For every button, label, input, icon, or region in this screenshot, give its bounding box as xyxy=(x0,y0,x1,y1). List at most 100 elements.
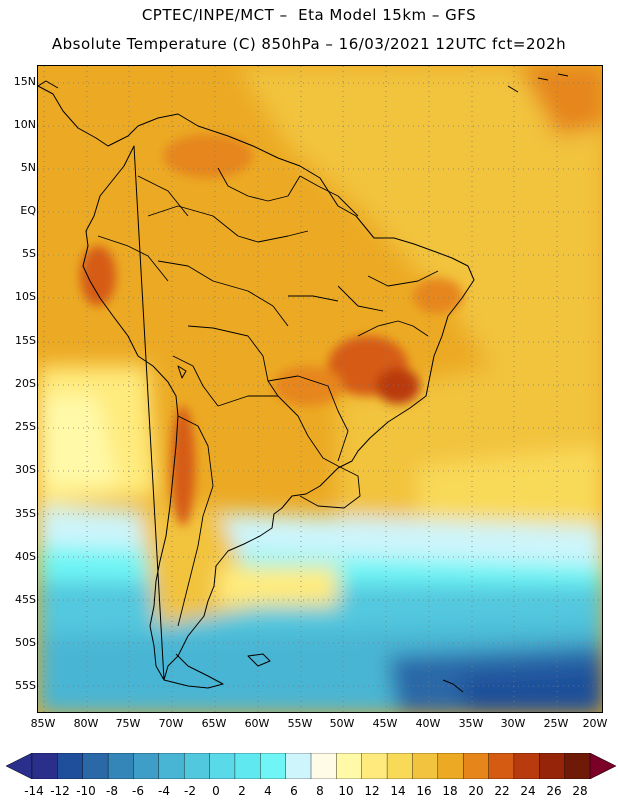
lon-label-20w: 20W xyxy=(582,717,608,730)
colorbar-label: -8 xyxy=(106,784,118,798)
colorbar-label: -2 xyxy=(184,784,196,798)
lon-label-85w: 85W xyxy=(30,717,56,730)
lat-label-20s: 20S xyxy=(15,377,36,390)
colorbar-cell xyxy=(361,753,388,779)
colorbar-cell xyxy=(462,753,490,779)
lat-label-50s: 50S xyxy=(15,636,36,649)
lat-label-45s: 45S xyxy=(15,593,36,606)
lon-label-35w: 35W xyxy=(458,717,484,730)
colorbar-cell xyxy=(107,753,135,779)
field-coldest xyxy=(458,666,602,712)
colorbar-label: 12 xyxy=(364,784,380,798)
colorbar-label: 4 xyxy=(264,784,272,798)
lat-label-25s: 25S xyxy=(15,420,36,433)
lat-label-55s: 55S xyxy=(15,679,36,692)
lon-label-65w: 65W xyxy=(201,717,227,730)
lat-label-10s: 10S xyxy=(15,290,36,303)
coastlines xyxy=(38,73,569,693)
colorbar-cell xyxy=(412,753,439,779)
colorbar-cell xyxy=(57,753,84,779)
colorbar-label: 10 xyxy=(338,784,354,798)
colorbar-cell xyxy=(158,753,185,779)
country-borders xyxy=(97,167,439,627)
colorbar-cell xyxy=(488,753,515,779)
field-hot-venezuela xyxy=(163,134,253,178)
lat-label-15s: 15S xyxy=(15,334,36,347)
colorbar-label: 6 xyxy=(290,784,298,798)
lon-label-55w: 55W xyxy=(287,717,313,730)
title-line-1: CPTEC/INPE/MCT – Eta Model 15km – GFS xyxy=(141,6,477,24)
field-hot-core xyxy=(376,368,420,404)
central-america-coast xyxy=(38,85,139,147)
colorbar-cell xyxy=(386,753,414,779)
title-line-2: Absolute Temperature (C) 850hPa – 16/03/… xyxy=(51,35,567,53)
colorbar-label: -14 xyxy=(24,784,44,798)
colorbar-label: 14 xyxy=(390,784,406,798)
colorbar-label: 20 xyxy=(468,784,484,798)
colorbar-label: 0 xyxy=(212,784,220,798)
falkland-islands xyxy=(247,653,271,667)
colorbar-cells xyxy=(31,753,591,779)
field-argentina-sea xyxy=(218,566,338,606)
colorbar-label: -10 xyxy=(76,784,96,798)
colorbar-cell xyxy=(564,753,591,779)
colorbar-label: 18 xyxy=(442,784,458,798)
graticule xyxy=(38,66,602,712)
colorbar-label: 8 xyxy=(316,784,324,798)
lon-label-45w: 45W xyxy=(372,717,398,730)
colorbar-cell xyxy=(260,753,287,779)
lon-label-40w: 40W xyxy=(415,717,441,730)
colorbar-cell xyxy=(183,753,211,779)
colorbar-cell xyxy=(310,753,338,779)
lon-label-80w: 80W xyxy=(73,717,99,730)
colorbar-label: 22 xyxy=(494,784,510,798)
map-field xyxy=(38,66,602,712)
lon-label-25w: 25W xyxy=(543,717,569,730)
colorbar-label: 16 xyxy=(416,784,432,798)
colorbar-cell xyxy=(209,753,236,779)
lon-label-75w: 75W xyxy=(115,717,141,730)
field-pacific-pale xyxy=(38,396,118,486)
colorbar-cell xyxy=(133,753,160,779)
field-hot-peru xyxy=(80,246,116,306)
lat-label-5s: 5S xyxy=(22,247,36,260)
colorbar-label: -4 xyxy=(158,784,170,798)
field-hot-andes xyxy=(171,406,195,526)
lat-label-30s: 30S xyxy=(15,463,36,476)
field-hot-northeast xyxy=(413,278,463,314)
lat-label-35s: 35S xyxy=(15,507,36,520)
caribbean-islands xyxy=(507,73,569,93)
colorbar-cell xyxy=(336,753,363,779)
lon-label-30w: 30W xyxy=(500,717,526,730)
lon-label-50w: 50W xyxy=(329,717,355,730)
lat-label-40s: 40S xyxy=(15,550,36,563)
colorbar-label: 24 xyxy=(520,784,536,798)
colorbar-cell xyxy=(285,753,312,779)
colorbar-cell xyxy=(513,753,540,779)
colorbar-label: 28 xyxy=(572,784,588,798)
colorbar-cell xyxy=(82,753,109,779)
field-atlantic-warm xyxy=(238,66,602,396)
colorbar-cell xyxy=(437,753,464,779)
lat-label-5n: 5N xyxy=(20,161,36,174)
colorbar-cell xyxy=(234,753,261,779)
lake-titicaca xyxy=(177,365,187,379)
colorbar-label: 26 xyxy=(546,784,562,798)
colorbar-label: -6 xyxy=(132,784,144,798)
colorbar-label: 2 xyxy=(238,784,246,798)
south-america-coast xyxy=(82,113,475,689)
colorbar-arrow-right xyxy=(589,753,616,779)
field-hot-paraguay xyxy=(273,366,343,406)
lon-label-70w: 70W xyxy=(158,717,184,730)
lon-label-60w: 60W xyxy=(244,717,270,730)
lat-label-eq: EQ xyxy=(20,204,36,217)
color-scale-bar xyxy=(6,753,616,779)
colorbar-arrow-left xyxy=(6,753,33,779)
temperature-shading xyxy=(38,66,602,712)
field-ne-hot xyxy=(518,66,602,136)
colorbar-label: -12 xyxy=(50,784,70,798)
hot-spots xyxy=(80,134,463,526)
lat-label-15n: 15N xyxy=(13,75,36,88)
temperature-map[interactable] xyxy=(37,65,603,713)
lat-label-10n: 10N xyxy=(13,118,36,131)
